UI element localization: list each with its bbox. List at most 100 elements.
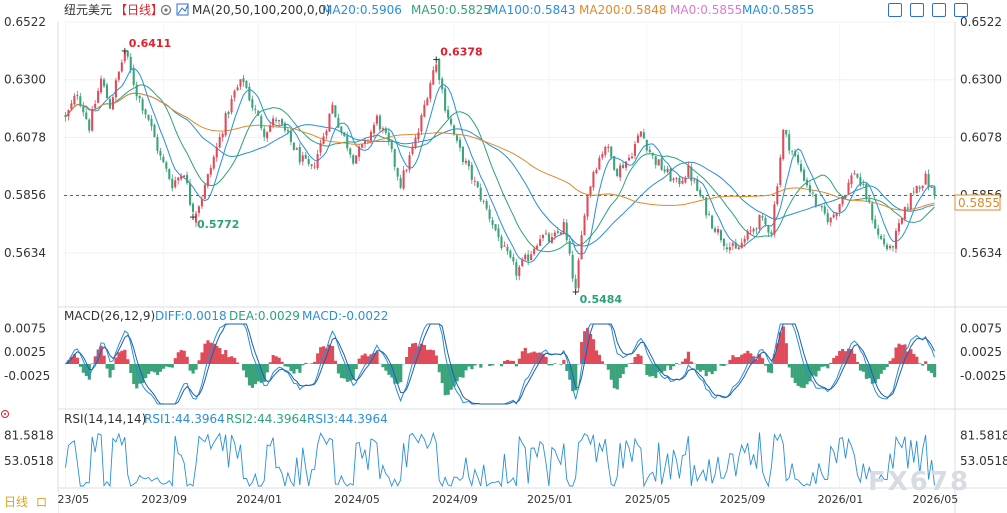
candle-body: [390, 142, 393, 150]
macd-bar: [488, 364, 492, 367]
macd-bar: [609, 364, 613, 380]
candle-body: [740, 242, 743, 249]
indicator-toggle-icon[interactable]: [176, 3, 189, 16]
macd-bar: [544, 356, 548, 364]
candle-body: [915, 185, 918, 194]
current-price-tag: 0.5855: [954, 194, 1001, 211]
candle-body: [393, 149, 396, 167]
macd-bar: [826, 364, 830, 369]
candle-body: [399, 178, 402, 188]
macd-bar: [123, 349, 127, 364]
candle-body: [559, 232, 562, 235]
candle-body: [693, 179, 696, 181]
macd-bar: [304, 362, 308, 364]
candle-body: [586, 196, 589, 217]
candle-body: [648, 149, 651, 153]
candle-body: [696, 179, 699, 191]
candle-body: [776, 186, 779, 205]
macd-bar: [209, 342, 213, 364]
period-selector[interactable]: 日线 口: [0, 492, 58, 513]
rsi-tick-right: 81.5818: [960, 429, 1007, 443]
candle-body: [794, 151, 797, 156]
period-selector-label[interactable]: 日线: [4, 495, 28, 509]
macd-bar: [749, 353, 753, 364]
candle-body: [322, 136, 325, 145]
macd-bar: [203, 343, 207, 364]
candle-body: [734, 242, 737, 249]
macd-bar: [811, 364, 815, 376]
macd-bar: [660, 364, 664, 373]
macd-bar: [158, 364, 163, 372]
macd-bar: [695, 364, 699, 370]
candle-body: [530, 254, 533, 261]
candle-body: [277, 120, 281, 122]
candle-body: [865, 184, 868, 200]
candle-body: [802, 169, 806, 181]
macd-bar: [621, 364, 625, 375]
macd-tick-right: 0.0075: [960, 322, 1002, 336]
macd-bar: [126, 359, 130, 364]
candle-body: [580, 235, 583, 260]
candle-body: [117, 71, 120, 80]
candle-body: [194, 213, 198, 223]
macd-bar: [96, 349, 100, 364]
candle-body: [85, 112, 88, 120]
rsi-tick-left: 81.5818: [4, 429, 54, 443]
candle-body: [76, 94, 79, 97]
macd-bar: [173, 358, 177, 364]
close-icon[interactable]: [954, 3, 968, 17]
period-tag[interactable]: 【日线】: [115, 3, 163, 17]
settings-gear-icon[interactable]: [160, 4, 172, 16]
candle-body: [595, 169, 598, 173]
macd-bar: [233, 357, 237, 364]
macd-bar: [758, 354, 762, 364]
candle-body: [625, 161, 628, 168]
candle-body: [171, 178, 174, 189]
macd-bar: [434, 355, 438, 364]
macd-header: MACD(26,12,9) DIFF:0.0018 DEA:0.0029 MAC…: [64, 309, 388, 323]
macd-bar: [930, 364, 934, 373]
fullscreen-icon[interactable]: [932, 3, 946, 17]
macd-bar: [286, 364, 290, 367]
candle-body: [245, 81, 248, 89]
macd-bar: [236, 362, 240, 364]
macd-bar: [425, 349, 430, 364]
annotation-label: 0.6411: [129, 37, 171, 50]
macd-bar: [262, 364, 266, 382]
candle-body: [162, 156, 165, 163]
macd-bar: [903, 344, 907, 364]
macd-bar: [651, 364, 655, 377]
candle-body: [894, 230, 897, 249]
macd-bar: [746, 350, 750, 364]
candle-body: [313, 166, 316, 168]
macd-bar: [108, 364, 112, 378]
macd-bar: [194, 364, 198, 370]
candle-body: [592, 172, 595, 188]
candle-body: [636, 135, 639, 143]
candle-body: [132, 69, 135, 85]
macd-bar: [428, 349, 432, 364]
candle-body: [880, 235, 883, 240]
rsi-settings-icon[interactable]: [1, 410, 9, 418]
shrink-icon[interactable]: [910, 3, 924, 17]
macd-bar: [707, 364, 711, 372]
macd-bar: [155, 364, 160, 375]
candle-body: [886, 244, 889, 250]
expand-icon[interactable]: [888, 3, 902, 17]
annotation-label: 0.6378: [440, 45, 482, 58]
macd-bar: [897, 343, 901, 364]
macd-bar: [182, 350, 186, 364]
macd-bar: [298, 364, 302, 373]
candle-body: [814, 194, 817, 207]
candle-body: [820, 205, 823, 208]
macd-bar: [891, 358, 895, 364]
candle-body: [583, 215, 586, 236]
macd-bar: [206, 340, 210, 364]
candle-body: [539, 239, 542, 246]
macd-bar: [918, 363, 922, 364]
macd-bar: [666, 364, 670, 366]
candle-body: [708, 213, 711, 215]
macd-bar: [440, 364, 444, 384]
macd-bar: [390, 364, 394, 378]
macd-bar: [927, 364, 931, 371]
